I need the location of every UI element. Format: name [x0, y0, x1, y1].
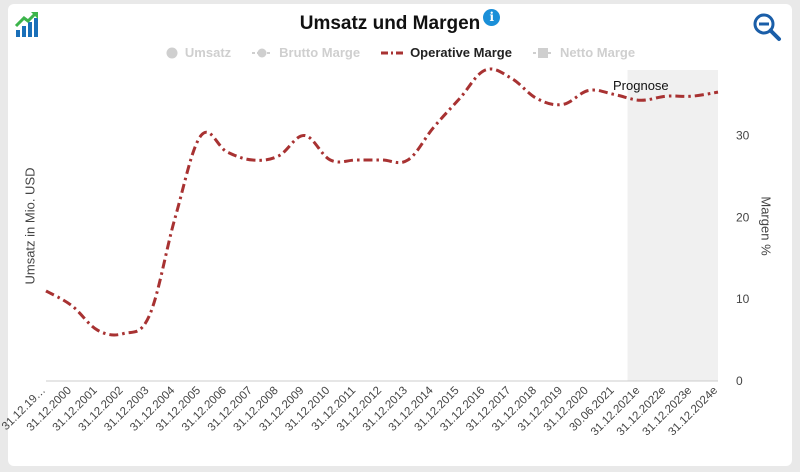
legend-label: Operative Marge — [410, 45, 512, 60]
forecast-band — [627, 70, 718, 381]
circle-marker-icon — [166, 47, 178, 58]
y-tick-label: 20 — [736, 210, 750, 224]
forecast-label: Prognose — [613, 78, 669, 93]
legend-item-operative-marge[interactable]: Operative Marge — [380, 45, 512, 60]
chart-legend: Umsatz Brutto Marge Operative Marge Nett… — [0, 45, 800, 60]
dash-dot-line-icon — [381, 51, 404, 54]
legend-item-umsatz[interactable]: Umsatz — [165, 45, 231, 60]
chart-title-text: Umsatz und Margen — [299, 13, 481, 34]
line-circle-marker-icon — [252, 48, 273, 57]
square-marker-icon — [532, 47, 553, 58]
y-tick-label: 30 — [736, 128, 750, 142]
series-line-operative-marge — [45, 67, 719, 337]
legend-label: Umsatz — [184, 45, 232, 60]
info-icon[interactable]: i — [483, 9, 501, 26]
y-tick-label: 0 — [736, 374, 743, 388]
chart-title: Umsatz und Margen i — [0, 9, 800, 35]
legend-label: Netto Marge — [559, 45, 636, 60]
zoom-out-icon[interactable] — [752, 12, 782, 47]
legend-item-brutto-marge[interactable]: Brutto Marge — [251, 45, 360, 60]
growth-chart-logo-icon — [14, 10, 40, 43]
legend-label: Brutto Marge — [279, 45, 361, 60]
y-tick-label: 10 — [736, 292, 750, 306]
legend-item-netto-marge[interactable]: Netto Marge — [532, 45, 635, 60]
